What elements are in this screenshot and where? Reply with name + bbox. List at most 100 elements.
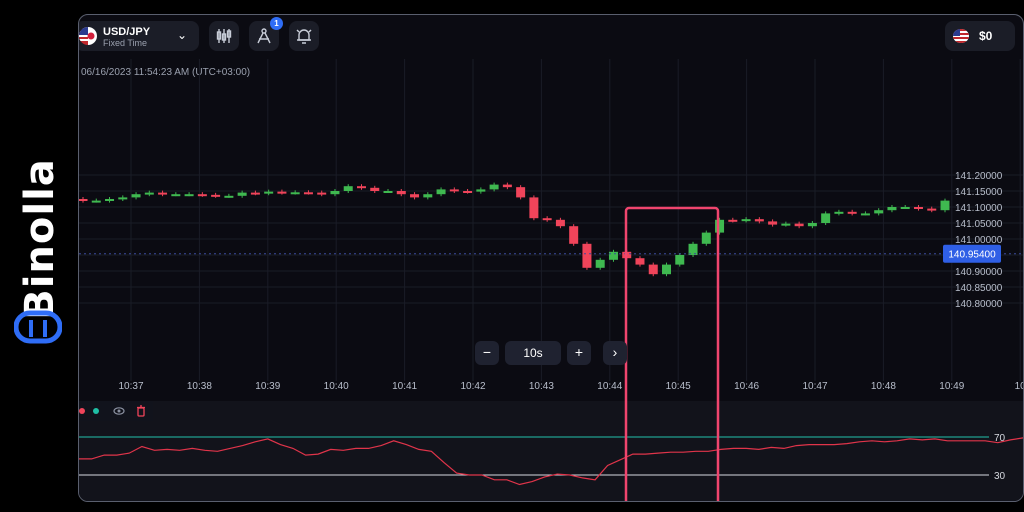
time-tick-label: 10:39 xyxy=(255,381,280,392)
time-tick-label: 10:42 xyxy=(460,381,485,392)
price-axis: 140.95400 141.20000 141.15000 141.10000 141.… xyxy=(943,171,1003,310)
rsi-line xyxy=(79,437,1023,486)
candle xyxy=(79,199,88,201)
candle xyxy=(330,191,340,195)
candle xyxy=(741,219,751,222)
candle xyxy=(701,232,711,244)
candle xyxy=(317,192,327,195)
compass-icon xyxy=(257,28,271,44)
candle xyxy=(555,219,565,227)
asset-name: USD/JPY xyxy=(103,26,151,38)
price-tick-label: 140.85000 xyxy=(955,283,1003,294)
time-tick-label: 10:37 xyxy=(118,381,143,392)
candle xyxy=(675,255,685,265)
candle xyxy=(158,192,168,195)
candle xyxy=(688,243,698,255)
candle xyxy=(781,223,791,226)
alarm-icon xyxy=(296,29,312,44)
chart-type-button[interactable] xyxy=(209,21,239,51)
price-chart[interactable]: 140.95400 141.20000 141.15000 141.10000 141.… xyxy=(79,15,1023,501)
candle xyxy=(197,194,207,197)
us-jp-flag-icon xyxy=(79,27,97,45)
candle xyxy=(91,200,101,203)
candle xyxy=(383,191,393,193)
candle xyxy=(662,264,672,275)
rsi-color-dot xyxy=(79,408,85,414)
candle xyxy=(834,211,844,214)
candle xyxy=(887,207,897,211)
alerts-button[interactable] xyxy=(289,21,319,51)
candle xyxy=(250,192,260,195)
trading-panel: USD/JPY Fixed Time ⌄ 1 xyxy=(78,14,1024,502)
price-tick-label: 140.80000 xyxy=(955,299,1003,310)
candle xyxy=(463,191,473,193)
candle xyxy=(144,192,154,195)
candle xyxy=(516,187,526,198)
asset-selector[interactable]: USD/JPY Fixed Time ⌄ xyxy=(79,21,199,51)
eye-icon[interactable] xyxy=(113,406,125,416)
time-tick-label: 10:47 xyxy=(802,381,827,392)
indicator-controls xyxy=(79,401,153,421)
rsi-level-label: 30 xyxy=(994,471,1006,482)
candles-icon xyxy=(216,29,232,43)
rsi-panel: 70 30 xyxy=(79,401,1023,501)
candle xyxy=(874,210,884,214)
candle xyxy=(927,208,937,211)
candle xyxy=(290,192,300,195)
price-tick-label: 140.90000 xyxy=(955,267,1003,278)
price-tick-label: 141.05000 xyxy=(955,219,1003,230)
candle xyxy=(396,191,406,195)
price-tick-label: 141.20000 xyxy=(955,171,1003,182)
time-axis: 10:37 10:38 10:39 10:40 10:41 10:42 10:43 10:44… xyxy=(118,381,1023,392)
rsi-background xyxy=(79,401,1023,501)
indicators-button[interactable]: 1 xyxy=(249,17,283,51)
timeframe-next-button[interactable]: › xyxy=(603,341,627,365)
candle xyxy=(715,219,725,233)
indicator-count-badge: 1 xyxy=(270,17,283,30)
time-tick-label: 10:38 xyxy=(187,381,212,392)
time-tick-label: 10:49 xyxy=(939,381,964,392)
candle xyxy=(370,187,380,191)
candle xyxy=(768,221,778,225)
candle xyxy=(754,219,764,222)
asset-type: Fixed Time xyxy=(103,38,148,48)
candle xyxy=(277,191,287,194)
candle xyxy=(502,184,512,188)
candle xyxy=(211,194,221,197)
us-flag-icon xyxy=(953,29,969,43)
timeframe-minus-button[interactable]: − xyxy=(475,341,499,365)
time-tick-label: 10:40 xyxy=(324,381,349,392)
candle xyxy=(940,200,950,211)
trash-icon[interactable] xyxy=(136,405,146,417)
current-price-label: 140.95400 xyxy=(948,250,996,261)
brand-name: Binolla xyxy=(17,158,63,320)
candle xyxy=(224,195,234,198)
candle xyxy=(105,199,115,201)
candle xyxy=(648,264,658,275)
time-tick-label: 10:44 xyxy=(597,381,622,392)
candle xyxy=(595,259,605,268)
candle xyxy=(728,219,738,222)
brand-sidebar: Binolla xyxy=(0,0,78,512)
candle xyxy=(118,197,128,200)
candle xyxy=(529,197,539,219)
timeframe-value[interactable]: 10s xyxy=(505,341,561,365)
candle xyxy=(343,186,353,191)
chart-grid xyxy=(79,59,1023,381)
candle xyxy=(794,223,804,227)
account-balance[interactable]: $0 xyxy=(945,21,1015,51)
time-tick-label: 10:48 xyxy=(871,381,896,392)
candle xyxy=(303,192,313,195)
candle xyxy=(264,191,274,194)
time-tick-label: 10:45 xyxy=(666,381,691,392)
candle xyxy=(171,194,181,197)
timeframe-plus-button[interactable]: + xyxy=(567,341,591,365)
time-tick-label: 10 xyxy=(1015,381,1023,392)
time-tick-label: 10:46 xyxy=(734,381,759,392)
rsi-level-label: 70 xyxy=(994,433,1006,444)
candle xyxy=(569,226,579,244)
candle xyxy=(608,251,618,260)
time-tick-label: 10:41 xyxy=(392,381,417,392)
chevron-down-icon: ⌄ xyxy=(176,28,187,42)
balance-value: $0 xyxy=(979,29,993,43)
